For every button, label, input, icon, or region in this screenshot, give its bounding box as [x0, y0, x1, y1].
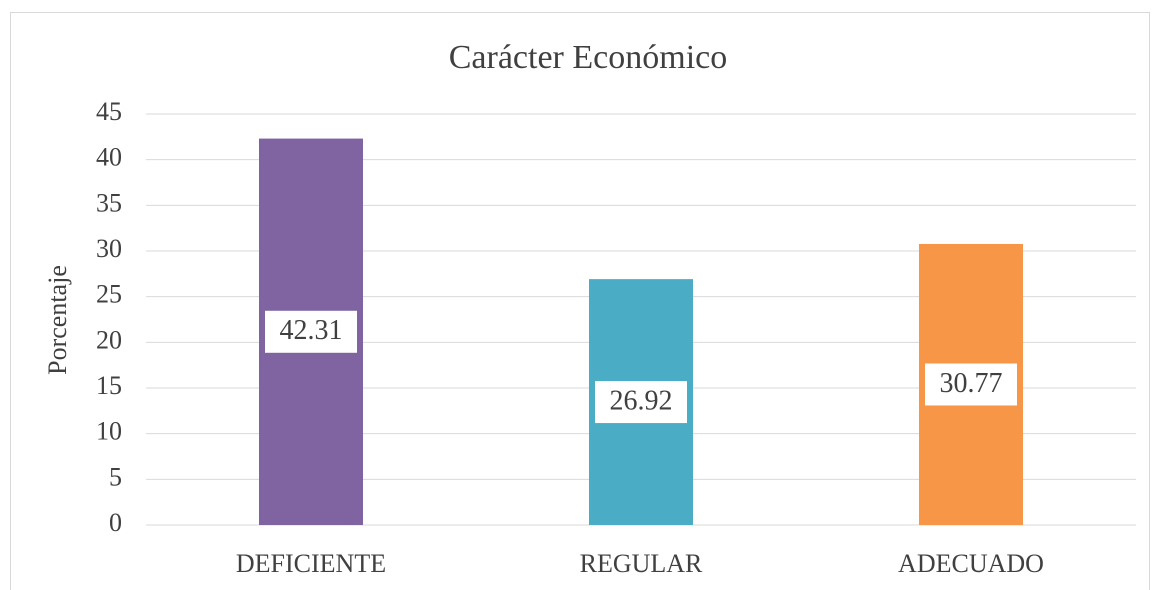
y-tick-label: 10 [96, 417, 122, 446]
y-tick-label: 30 [96, 234, 122, 263]
data-label: 30.77 [940, 368, 1003, 399]
data-label-box [595, 381, 687, 424]
data-label-box [925, 363, 1017, 406]
x-tick-label: ADECUADO [898, 549, 1044, 578]
y-tick-label: 20 [96, 325, 122, 354]
data-label-box [265, 310, 357, 353]
y-tick-label: 45 [96, 97, 122, 126]
y-tick-label: 25 [96, 280, 122, 309]
data-label: 42.31 [280, 315, 343, 346]
x-tick-label: REGULAR [580, 549, 703, 578]
chart-title: Carácter Económico [449, 39, 727, 76]
y-tick-label: 40 [96, 143, 122, 172]
y-tick-label: 15 [96, 371, 122, 400]
y-tick-label: 0 [109, 508, 122, 537]
y-axis-label: Porcentaje [43, 265, 72, 375]
y-tick-label: 35 [96, 188, 122, 217]
data-label: 26.92 [610, 385, 673, 416]
y-tick-label: 5 [109, 462, 122, 491]
x-tick-label: DEFICIENTE [236, 549, 386, 578]
